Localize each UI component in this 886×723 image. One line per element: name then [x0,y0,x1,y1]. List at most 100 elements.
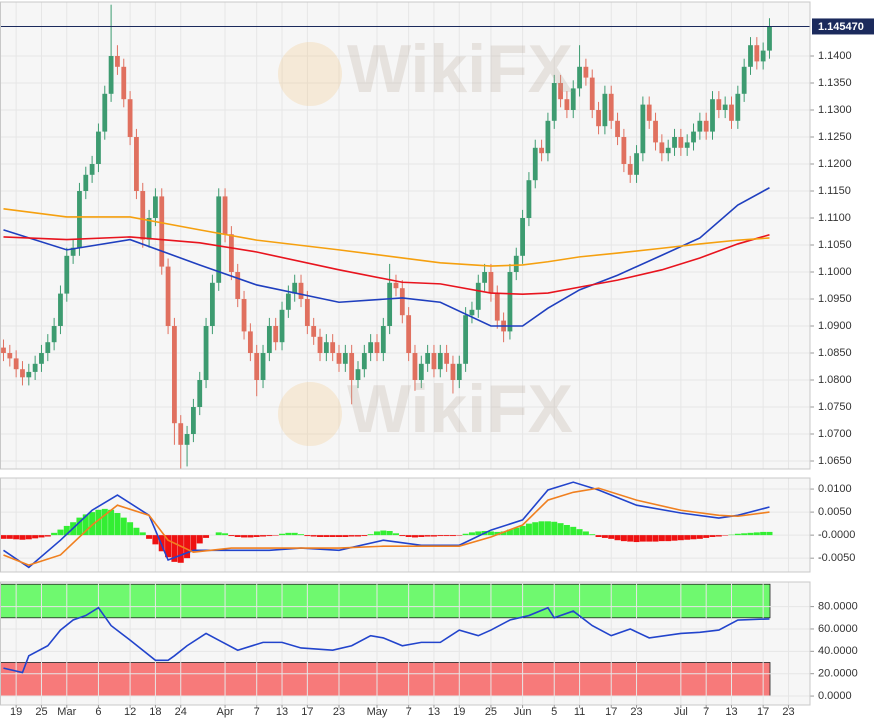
candle-body [590,78,595,110]
x-tick-label: 23 [630,706,642,718]
histogram-bar [634,535,640,542]
candle-body [20,369,25,377]
y-tick-label: 60.0000 [818,623,858,635]
y-tick-label: 1.0650 [818,455,852,467]
histogram-bar [520,526,526,535]
candle-body [121,67,126,99]
candle-body [716,99,721,110]
candle-body [634,153,639,175]
histogram-bar [336,535,342,537]
histogram-bar [469,532,475,535]
histogram-bar [304,535,310,536]
candle-body [666,148,671,153]
candle-body [767,26,772,50]
candle-body [653,121,658,143]
candle-body [659,142,664,153]
histogram-bar [7,535,13,539]
histogram-bar [577,529,583,535]
x-tick-label: 25 [485,706,497,718]
histogram-bar [393,533,399,535]
histogram-bar [444,535,450,536]
y-tick-label: 1.1300 [818,104,852,116]
watermark: WikiFX [347,371,573,447]
y-tick-label: 20.0000 [818,668,858,680]
candle-body [153,196,158,218]
candle-body [463,315,468,364]
candle-body [609,94,614,121]
histogram-bar [596,535,602,537]
histogram-bar [266,535,272,536]
candle-body [318,337,323,353]
candle-body [115,56,120,67]
candle-body [432,353,437,369]
candle-body [33,364,38,372]
candle-body [159,196,164,266]
histogram-bar [640,535,646,541]
x-tick-label: 17 [605,706,617,718]
histogram-bar [32,535,38,538]
histogram-bar [684,535,690,540]
candle-body [7,353,12,358]
histogram-bar [216,532,222,535]
candle-body [754,45,759,61]
histogram-bar [146,535,152,539]
x-tick-label: 23 [782,706,794,718]
histogram-bar [38,535,44,537]
histogram-bar [621,535,627,541]
y-tick-label: 40.0000 [818,645,858,657]
x-tick-label: Jul [674,706,688,718]
histogram-bar [57,530,63,536]
candle-body [672,137,677,148]
candle-body [425,353,430,364]
candle-body [362,353,367,369]
watermark: WikiFX [347,31,573,107]
candle-body [39,353,44,364]
candle-body [311,326,316,337]
histogram-bar [26,535,32,539]
candle-body [527,180,532,218]
x-tick-label: 6 [95,706,101,718]
histogram-bar [247,535,253,537]
histogram-bar [703,535,709,538]
candle-body [204,326,209,380]
zone-band [0,584,770,618]
candle-body [324,342,329,353]
candle-body [438,353,443,369]
histogram-bar [279,534,285,535]
x-tick-label: 17 [757,706,769,718]
histogram-bar [387,531,393,535]
histogram-bar [741,533,747,535]
x-tick-label: 5 [551,706,557,718]
histogram-bar [716,535,722,536]
histogram-bar [532,522,538,535]
histogram-bar [374,531,380,535]
y-tick-label: 0.0000 [818,690,852,702]
histogram-bar [323,535,329,537]
x-tick-label: 13 [276,706,288,718]
candle-body [735,94,740,121]
candle-body [482,272,487,283]
histogram-bar [222,533,228,535]
histogram-bar [627,535,633,541]
candle-body [109,56,114,94]
y-tick-label: 1.0750 [818,401,852,413]
candle-body [52,326,57,342]
histogram-bar [615,535,621,540]
candle-body [210,283,215,326]
x-tick-label: 11 [574,706,585,718]
candle-body [26,372,31,377]
candle-body [242,299,247,331]
candle-body [83,175,88,191]
candle-body [197,380,202,407]
histogram-bar [691,535,697,539]
histogram-bar [285,533,291,535]
y-tick-label: 0.0100 [818,483,852,495]
candle-body [748,45,753,67]
candle-body [761,51,766,62]
histogram-bar [368,534,374,535]
histogram-bar [399,535,405,536]
x-tick-label: 12 [124,706,136,718]
y-tick-label: 1.1100 [818,212,851,224]
histogram-bar [51,533,57,535]
x-tick-label: 23 [333,706,345,718]
